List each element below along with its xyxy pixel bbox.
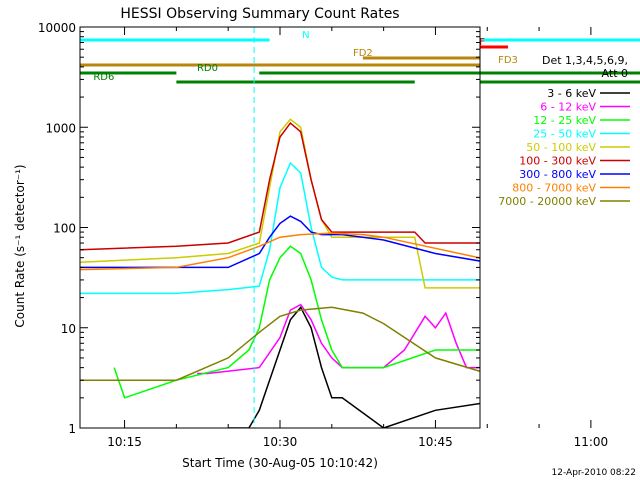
series-line-100-300-kev [80, 122, 480, 251]
y-tick-label-3: 1000 [45, 121, 76, 135]
state-bar-label-f: F [479, 37, 485, 48]
x-tick-label-2: 10:45 [418, 435, 453, 449]
chart-title: HESSI Observing Summary Count Rates [120, 6, 399, 22]
y-axis-label: Count Rate (s⁻¹ detector⁻¹) [13, 164, 27, 327]
state-bar-label-n: N [302, 30, 309, 41]
legend-label-800-7000-kev: 800 - 7000 keV [512, 182, 596, 195]
legend-label-50-100-kev: 50 - 100 keV [526, 141, 596, 154]
state-bar-label-rd6: RD6 [93, 72, 114, 83]
timestamp-footer: 12-Apr-2010 08:22 [552, 468, 636, 478]
x-tick-label-3: 11:00 [574, 435, 609, 449]
legend-label-12-25-kev: 12 - 25 keV [533, 114, 596, 127]
series-line-50-100-kev [80, 118, 480, 289]
series-line-7000-20000-kev [80, 306, 480, 381]
legend-label-3-6-kev: 3 - 6 keV [547, 87, 596, 100]
x-tick-label-1: 10:30 [263, 435, 298, 449]
legend-header-0: Det 1,3,4,5,6,9, [542, 54, 628, 67]
legend-label-25-50-kev: 25 - 50 keV [533, 128, 596, 141]
state-bar-label-fd2: FD2 [353, 48, 373, 59]
legend-label-6-12-kev: 6 - 12 keV [540, 101, 596, 114]
series-line-12-25-kev [113, 245, 480, 399]
legend-label-7000-20000-kev: 7000 - 20000 keV [498, 195, 596, 208]
series-line-25-50-kev [80, 161, 480, 295]
x-tick-label-0: 10:15 [107, 435, 142, 449]
y-tick-label-4: 10000 [38, 21, 76, 35]
state-bar-label-fd3: FD3 [498, 55, 518, 66]
y-tick-label-0: 1 [68, 422, 76, 436]
legend-label-100-300-kev: 100 - 300 keV [519, 155, 596, 168]
legend-label-300-800-kev: 300 - 800 keV [519, 168, 596, 181]
legend-header-1: Att 0 [602, 67, 628, 80]
series-line-800-7000-kev [80, 232, 480, 271]
y-tick-label-2: 100 [53, 222, 76, 236]
x-axis-label: Start Time (30-Aug-05 10:10:42) [182, 456, 378, 470]
series-line-3-6-kev [228, 305, 480, 428]
y-tick-label-1: 10 [61, 322, 76, 336]
series-line-300-800-kev [80, 215, 480, 269]
state-bar-label-rd0: RD0 [197, 63, 218, 74]
